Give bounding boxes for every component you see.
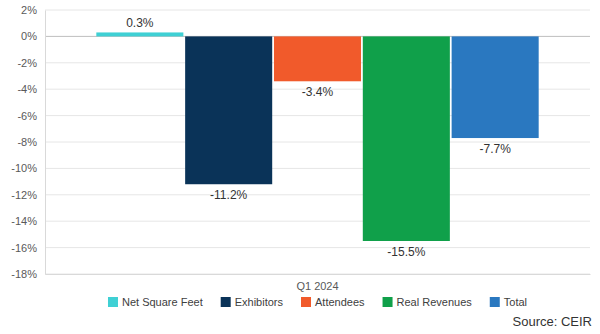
y-tick-label: -16%: [11, 242, 37, 254]
y-tick-label: 0%: [21, 30, 37, 42]
legend-swatch: [221, 297, 231, 307]
y-tick: -6%: [17, 110, 45, 122]
legend-label: Exhibitors: [235, 296, 284, 308]
x-axis: Q1 2024: [46, 274, 591, 292]
legend-label: Real Revenues: [397, 296, 473, 308]
x-tick-label: Q1 2024: [296, 280, 338, 292]
y-tick-label: 2%: [21, 4, 37, 16]
bar: [452, 36, 539, 138]
legend-label: Total: [504, 296, 527, 308]
y-tick: -16%: [11, 242, 45, 254]
x-axis-line: [46, 274, 591, 275]
grid: [45, 10, 590, 274]
legend-item: Real Revenues: [383, 296, 473, 308]
y-tick-label: -4%: [17, 83, 37, 95]
y-tick: -8%: [17, 136, 45, 148]
grid-line: [45, 274, 590, 275]
y-tick-label: -8%: [17, 136, 37, 148]
y-tick: -10%: [11, 162, 45, 174]
data-label: -15.5%: [387, 245, 425, 259]
legend-label: Attendees: [315, 296, 365, 308]
legend: Net Square Feet Exhibitors Attendees Real R…: [108, 296, 527, 308]
y-tick: -12%: [11, 189, 45, 201]
y-tick-label: -12%: [11, 189, 37, 201]
y-tick: 0%: [21, 30, 45, 42]
y-axis-line: [45, 11, 46, 275]
y-tick-label: -10%: [11, 162, 37, 174]
grid-line: [45, 247, 590, 248]
legend-item: Exhibitors: [221, 296, 284, 308]
legend-swatch: [301, 297, 311, 307]
y-tick: -2%: [17, 57, 45, 69]
data-label: -3.4%: [302, 85, 334, 99]
y-tick: -14%: [11, 215, 45, 227]
y-tick: -4%: [17, 83, 45, 95]
chart: 2% 0% -2% -4% -6% -8% -10% -12% -14% -16% -18% 0.3%…: [0, 0, 600, 334]
legend-swatch: [108, 297, 118, 307]
data-label: 0.3%: [126, 16, 154, 30]
legend-swatch: [490, 297, 500, 307]
legend-label: Net Square Feet: [122, 296, 203, 308]
grid-line: [45, 168, 590, 169]
grid-line: [45, 10, 590, 11]
data-label: -7.7%: [479, 142, 511, 156]
grid-line: [45, 221, 590, 222]
x-tick: Q1 2024: [296, 274, 338, 292]
y-tick: 2%: [21, 4, 45, 16]
data-labels: 0.3% -11.2% -3.4% -15.5% -7.7%: [126, 16, 511, 259]
y-tick-label: -18%: [11, 268, 37, 280]
grid-line: [45, 194, 590, 195]
y-tick-label: -2%: [17, 57, 37, 69]
data-label: -11.2%: [210, 188, 247, 202]
bar: [363, 36, 450, 241]
bar: [96, 32, 183, 36]
legend-item: Total: [490, 296, 527, 308]
y-tick-label: -6%: [17, 110, 37, 122]
legend-item: Net Square Feet: [108, 296, 203, 308]
legend-item: Attendees: [301, 296, 365, 308]
y-tick-label: -14%: [11, 215, 37, 227]
annotation: Source: CEIR: [513, 314, 592, 329]
legend-swatch: [383, 297, 393, 307]
bars: [96, 32, 538, 241]
y-tick: -18%: [11, 268, 45, 280]
bar: [185, 36, 272, 184]
bar: [274, 36, 361, 81]
y-axis: 2% 0% -2% -4% -6% -8% -10% -12% -14% -16% -18%: [11, 4, 45, 280]
